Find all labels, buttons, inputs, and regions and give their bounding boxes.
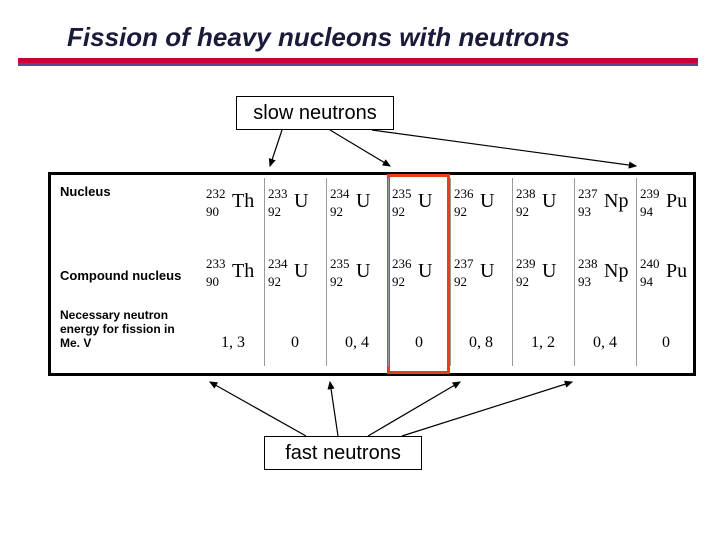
element-symbol: U	[542, 190, 556, 213]
arrow-line	[330, 130, 390, 166]
element-symbol: Th	[232, 190, 254, 213]
element-symbol: Pu	[666, 260, 687, 283]
nuclide-cell: 240 94 Pu	[640, 256, 702, 290]
nuclide-cell: 232 90 Th	[206, 186, 268, 220]
arrow-line	[210, 382, 306, 436]
element-symbol: U	[356, 190, 370, 213]
energy-value: 0, 8	[450, 334, 512, 352]
mass-number: 234	[268, 256, 288, 272]
row-label-energy: Necessary neutron energy for fission in …	[60, 308, 190, 350]
arrow-line	[402, 382, 572, 436]
energy-value: 1, 2	[512, 334, 574, 352]
mass-number: 233	[268, 186, 288, 202]
slow-neutrons-text: slow neutrons	[253, 102, 376, 125]
energy-value: 0	[388, 334, 450, 352]
element-symbol: U	[356, 260, 370, 283]
mass-number: 239	[640, 186, 660, 202]
row-label-nucleus: Nucleus	[60, 184, 111, 199]
nuclide-cell: 233 90 Th	[206, 256, 268, 290]
nuclide-cell: 238 92 U	[516, 186, 578, 220]
mass-number: 236	[392, 256, 412, 272]
mass-number: 232	[206, 186, 226, 202]
nuclide-cell: 237 93 Np	[578, 186, 640, 220]
energy-value: 0	[264, 334, 326, 352]
energy-value: 0, 4	[326, 334, 388, 352]
nuclide-cell: 236 92 U	[392, 256, 454, 290]
row-label-compound: Compound nucleus	[60, 268, 181, 283]
atomic-number: 92	[268, 204, 281, 220]
element-symbol: U	[294, 260, 308, 283]
slow-neutrons-label: slow neutrons	[236, 96, 394, 130]
atomic-number: 93	[578, 274, 591, 290]
atomic-number: 92	[268, 274, 281, 290]
mass-number: 236	[454, 186, 474, 202]
nuclide-cell: 234 92 U	[268, 256, 330, 290]
element-symbol: U	[480, 190, 494, 213]
element-symbol: Pu	[666, 190, 687, 213]
nuclide-cell: 239 94 Pu	[640, 186, 702, 220]
nuclide-cell: 237 92 U	[454, 256, 516, 290]
energy-value: 1, 3	[202, 334, 264, 352]
mass-number: 237	[578, 186, 598, 202]
title-underline-purple	[18, 63, 698, 66]
atomic-number: 92	[454, 204, 467, 220]
atomic-number: 90	[206, 274, 219, 290]
nuclide-cell: 233 92 U	[268, 186, 330, 220]
mass-number: 238	[516, 186, 536, 202]
atomic-number: 92	[516, 204, 529, 220]
nuclide-cell: 235 92 U	[392, 186, 454, 220]
atomic-number: 90	[206, 204, 219, 220]
element-symbol: U	[418, 190, 432, 213]
nuclide-cell: 234 92 U	[330, 186, 392, 220]
element-symbol: U	[480, 260, 494, 283]
mass-number: 239	[516, 256, 536, 272]
nuclide-cell: 236 92 U	[454, 186, 516, 220]
page-title: Fission of heavy nucleons with neutrons	[67, 22, 570, 53]
element-symbol: Np	[604, 260, 628, 283]
nuclide-cell: 235 92 U	[330, 256, 392, 290]
atomic-number: 94	[640, 204, 653, 220]
fast-neutrons-text: fast neutrons	[285, 442, 401, 465]
atomic-number: 92	[330, 274, 343, 290]
fast-neutrons-label: fast neutrons	[264, 436, 422, 470]
arrow-line	[372, 130, 636, 166]
mass-number: 234	[330, 186, 350, 202]
energy-value: 0	[636, 334, 696, 352]
element-symbol: Np	[604, 190, 628, 213]
arrow-line	[368, 382, 460, 436]
mass-number: 238	[578, 256, 598, 272]
arrow-line	[270, 130, 282, 166]
atomic-number: 92	[516, 274, 529, 290]
element-symbol: Th	[232, 260, 254, 283]
nuclide-cell: 238 93 Np	[578, 256, 640, 290]
mass-number: 233	[206, 256, 226, 272]
element-symbol: U	[542, 260, 556, 283]
atomic-number: 94	[640, 274, 653, 290]
mass-number: 237	[454, 256, 474, 272]
mass-number: 240	[640, 256, 660, 272]
element-symbol: U	[418, 260, 432, 283]
atomic-number: 92	[392, 274, 405, 290]
element-symbol: U	[294, 190, 308, 213]
atomic-number: 92	[454, 274, 467, 290]
atomic-number: 92	[330, 204, 343, 220]
nuclide-cell: 239 92 U	[516, 256, 578, 290]
mass-number: 235	[330, 256, 350, 272]
energy-value: 0, 4	[574, 334, 636, 352]
atomic-number: 92	[392, 204, 405, 220]
atomic-number: 93	[578, 204, 591, 220]
mass-number: 235	[392, 186, 412, 202]
arrow-line	[330, 382, 338, 436]
